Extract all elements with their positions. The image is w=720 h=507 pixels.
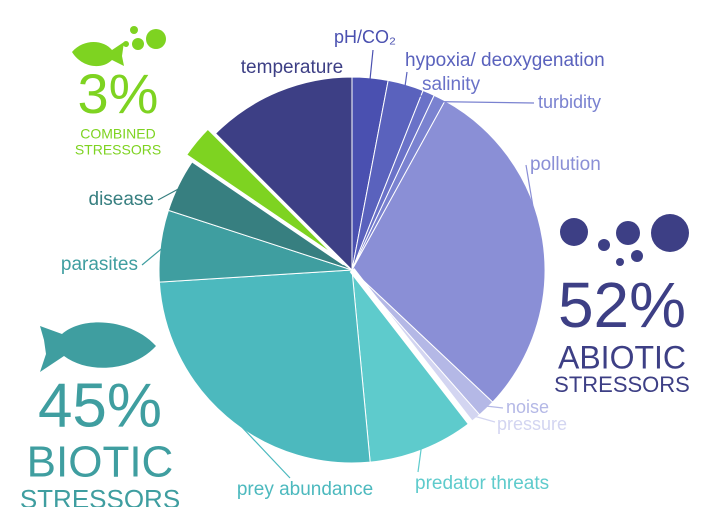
leader-line: [141, 245, 165, 266]
slice-label: disease: [89, 189, 155, 210]
biotic-icon: [40, 322, 156, 372]
group-name: STRESSORS: [75, 142, 161, 158]
pie-slice: [214, 76, 353, 272]
slice-label: pressure: [497, 414, 567, 434]
slice-label: hypoxia/ deoxygenation: [405, 50, 605, 71]
abiotic-icon: [560, 214, 689, 266]
slice-label: prey abundance: [237, 479, 373, 500]
leader-line: [228, 413, 291, 479]
leader-line: [419, 95, 428, 98]
slice-label: salinity: [422, 74, 481, 95]
group-name: BIOTIC: [27, 438, 174, 487]
pie-slice: [351, 100, 546, 403]
leader-line: [404, 71, 408, 89]
slice-label: turbidity: [538, 92, 601, 112]
leader-line: [525, 164, 540, 241]
leader-line: [417, 445, 423, 473]
group-percent: 3%: [78, 62, 159, 125]
slice-label: noise: [506, 397, 549, 417]
slice-label: pH/CO₂: [334, 27, 396, 47]
group-name: STRESSORS: [554, 372, 690, 397]
slice-label: pollution: [530, 154, 601, 175]
group-name: STRESSORS: [20, 484, 180, 507]
labels: pH/CO₂ hypoxia/ deoxygenation salinity turb…: [20, 27, 690, 507]
group-percent: 52%: [558, 269, 686, 341]
pie: [158, 76, 546, 464]
leader-line: [483, 405, 504, 409]
leader-line: [472, 415, 496, 423]
group-name: ABIOTIC: [558, 339, 686, 375]
group-gap: [349, 268, 476, 428]
leader-line: [369, 49, 374, 82]
slice-label: temperature: [241, 57, 343, 78]
leader-line: [437, 100, 535, 104]
pie-slice: [181, 124, 346, 266]
slice-label: predator threats: [415, 473, 549, 494]
group-percent: 45%: [38, 371, 162, 440]
slice-label: parasites: [61, 254, 138, 275]
pie-slice: [158, 269, 371, 464]
pie-slice: [351, 268, 471, 463]
group-name: COMBINED: [80, 126, 155, 142]
leader-line: [157, 186, 183, 201]
combined-icon: [72, 26, 166, 67]
